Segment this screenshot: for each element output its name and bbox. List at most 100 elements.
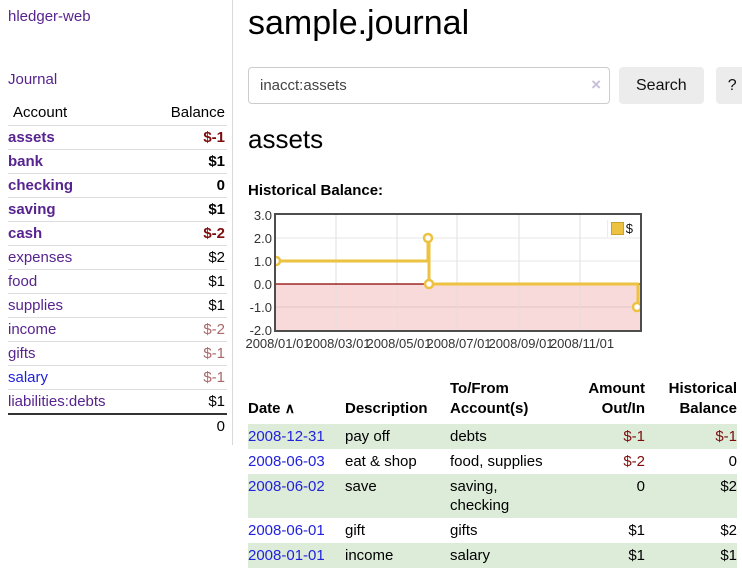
chart-canvas [276,215,640,330]
txn-accounts: debts [450,424,568,449]
account-row: expenses $2 [8,245,227,270]
app: hledger-web Journal Account Balance asse… [0,0,742,568]
account-link-supplies[interactable]: supplies [8,297,64,314]
txn-description: save [345,474,450,518]
account-balance: 0 [142,173,227,198]
legend-label: $ [625,221,633,236]
chart-title: Historical Balance: [248,182,384,199]
main-content: sample.journal × Search ? assets Histori… [233,0,742,568]
register-col-description: Description [345,400,428,417]
account-link-expenses[interactable]: expenses [8,249,73,266]
account-row: liabilities:debts $1 [8,389,227,414]
search-button[interactable]: Search [619,67,704,104]
account-balance: $1 [142,269,227,294]
account-link-saving[interactable]: saving [8,201,56,218]
accounts-header-row: Account Balance [8,101,227,126]
account-link-checking[interactable]: checking [8,177,74,194]
accounts-tree: Account Balance assets $-1 bank $1 check… [8,101,227,438]
txn-amount: $1 [628,522,645,539]
account-row: assets $-1 [8,125,227,150]
register-row: 2008-06-03 eat & shop food, supplies $-2… [248,449,737,474]
account-row: saving $1 [8,197,227,222]
account-row: cash $-2 [8,221,227,246]
chart-plot-area[interactable]: $ [274,213,642,332]
register-col-accounts: To/From Account(s) [450,380,529,417]
register-col-amount: Amount Out/In [588,380,645,417]
txn-balance: 0 [728,453,737,470]
account-balance: $-1 [142,341,227,366]
account-balance: $-1 [142,365,227,390]
txn-date-link[interactable]: 2008-06-03 [248,453,325,470]
account-link-food[interactable]: food [8,273,38,290]
account-row: gifts $-1 [8,341,227,366]
account-link-salary[interactable]: salary [8,369,49,386]
txn-description: pay off [345,424,450,449]
account-link-cash[interactable]: cash [8,225,43,242]
txn-balance: $2 [720,522,737,539]
account-balance: $-2 [142,317,227,342]
account-row: bank $1 [8,149,227,174]
account-balance: $1 [142,293,227,318]
txn-amount: $1 [568,543,645,568]
brand-link[interactable]: hledger-web [8,8,91,25]
y-tick: -1.0 [249,300,272,315]
account-row: food $1 [8,269,227,294]
search-input[interactable] [248,67,610,104]
txn-balance: $2 [645,474,737,518]
accounts-col-account: Account [13,104,68,121]
page-title: sample.journal [248,4,470,42]
account-row: checking 0 [8,173,227,198]
accounts-total: 0 [142,413,227,438]
txn-accounts: gifts [450,522,478,539]
x-tick: 2008/03/01 [305,336,371,351]
x-tick: 2008/05/01 [366,336,432,351]
account-balance: $2 [142,245,227,270]
register-row: 2008-01-01 income salary $1 $1 [248,543,737,568]
help-button[interactable]: ? [715,67,742,104]
sidebar: hledger-web Journal Account Balance asse… [0,0,233,568]
x-tick: 2008/01/01 [245,336,311,351]
account-row: supplies $1 [8,293,227,318]
txn-date-link[interactable]: 2008-06-02 [248,478,325,495]
register-row: 2008-06-02 save saving, checking 0 $2 [248,474,737,518]
account-row: salary $-1 [8,365,227,390]
y-tick: 3.0 [253,208,272,223]
chart-legend: $ [606,220,635,237]
txn-balance: $1 [645,543,737,568]
account-balance: $1 [142,197,227,222]
y-tick: 1.0 [253,254,272,269]
txn-accounts: saving, checking [450,474,568,518]
x-tick: 2008/07/01 [426,336,492,351]
account-row: income $-2 [8,317,227,342]
register-col-date[interactable]: Date ∧ [248,377,345,424]
txn-date-link[interactable]: 2008-12-31 [248,428,325,445]
register-table: Date ∧ Description To/From Account(s) Am… [248,377,737,568]
txn-accounts: food, supplies [450,453,543,470]
account-balance: $1 [142,149,227,174]
accounts-col-balance: Balance [170,104,225,121]
report-account-heading: assets [248,124,324,154]
legend-swatch-icon [610,222,624,235]
txn-date-link[interactable]: 2008-06-01 [248,522,325,539]
register-row: 2008-06-01 gift gifts $1 $2 [248,518,737,543]
txn-description: income [345,543,450,568]
account-link-assets[interactable]: assets [8,129,55,146]
account-link-gifts[interactable]: gifts [8,345,36,362]
account-link-bank[interactable]: bank [8,153,44,170]
txn-description: eat & shop [345,453,417,470]
sidebar-item-journal[interactable]: Journal [8,71,58,88]
sort-ascending-icon: ∧ [284,400,295,416]
search-bar: × Search ? [248,67,742,104]
register-col-balance: Historical Balance [668,380,737,417]
account-link-liabilities-debts[interactable]: liabilities:debts [8,393,106,410]
historical-balance-chart: 3.0 2.0 1.0 0.0 -1.0 -2.0 [245,209,742,353]
txn-amount: $-2 [623,453,645,470]
y-tick: 2.0 [253,231,272,246]
account-balance: $-1 [142,125,227,150]
account-link-income[interactable]: income [8,321,57,338]
sidebar-divider [232,0,233,445]
account-balance: $-2 [142,221,227,246]
clear-search-icon[interactable]: × [591,75,601,94]
txn-description: gift [345,522,366,539]
txn-date-link[interactable]: 2008-01-01 [248,547,325,564]
